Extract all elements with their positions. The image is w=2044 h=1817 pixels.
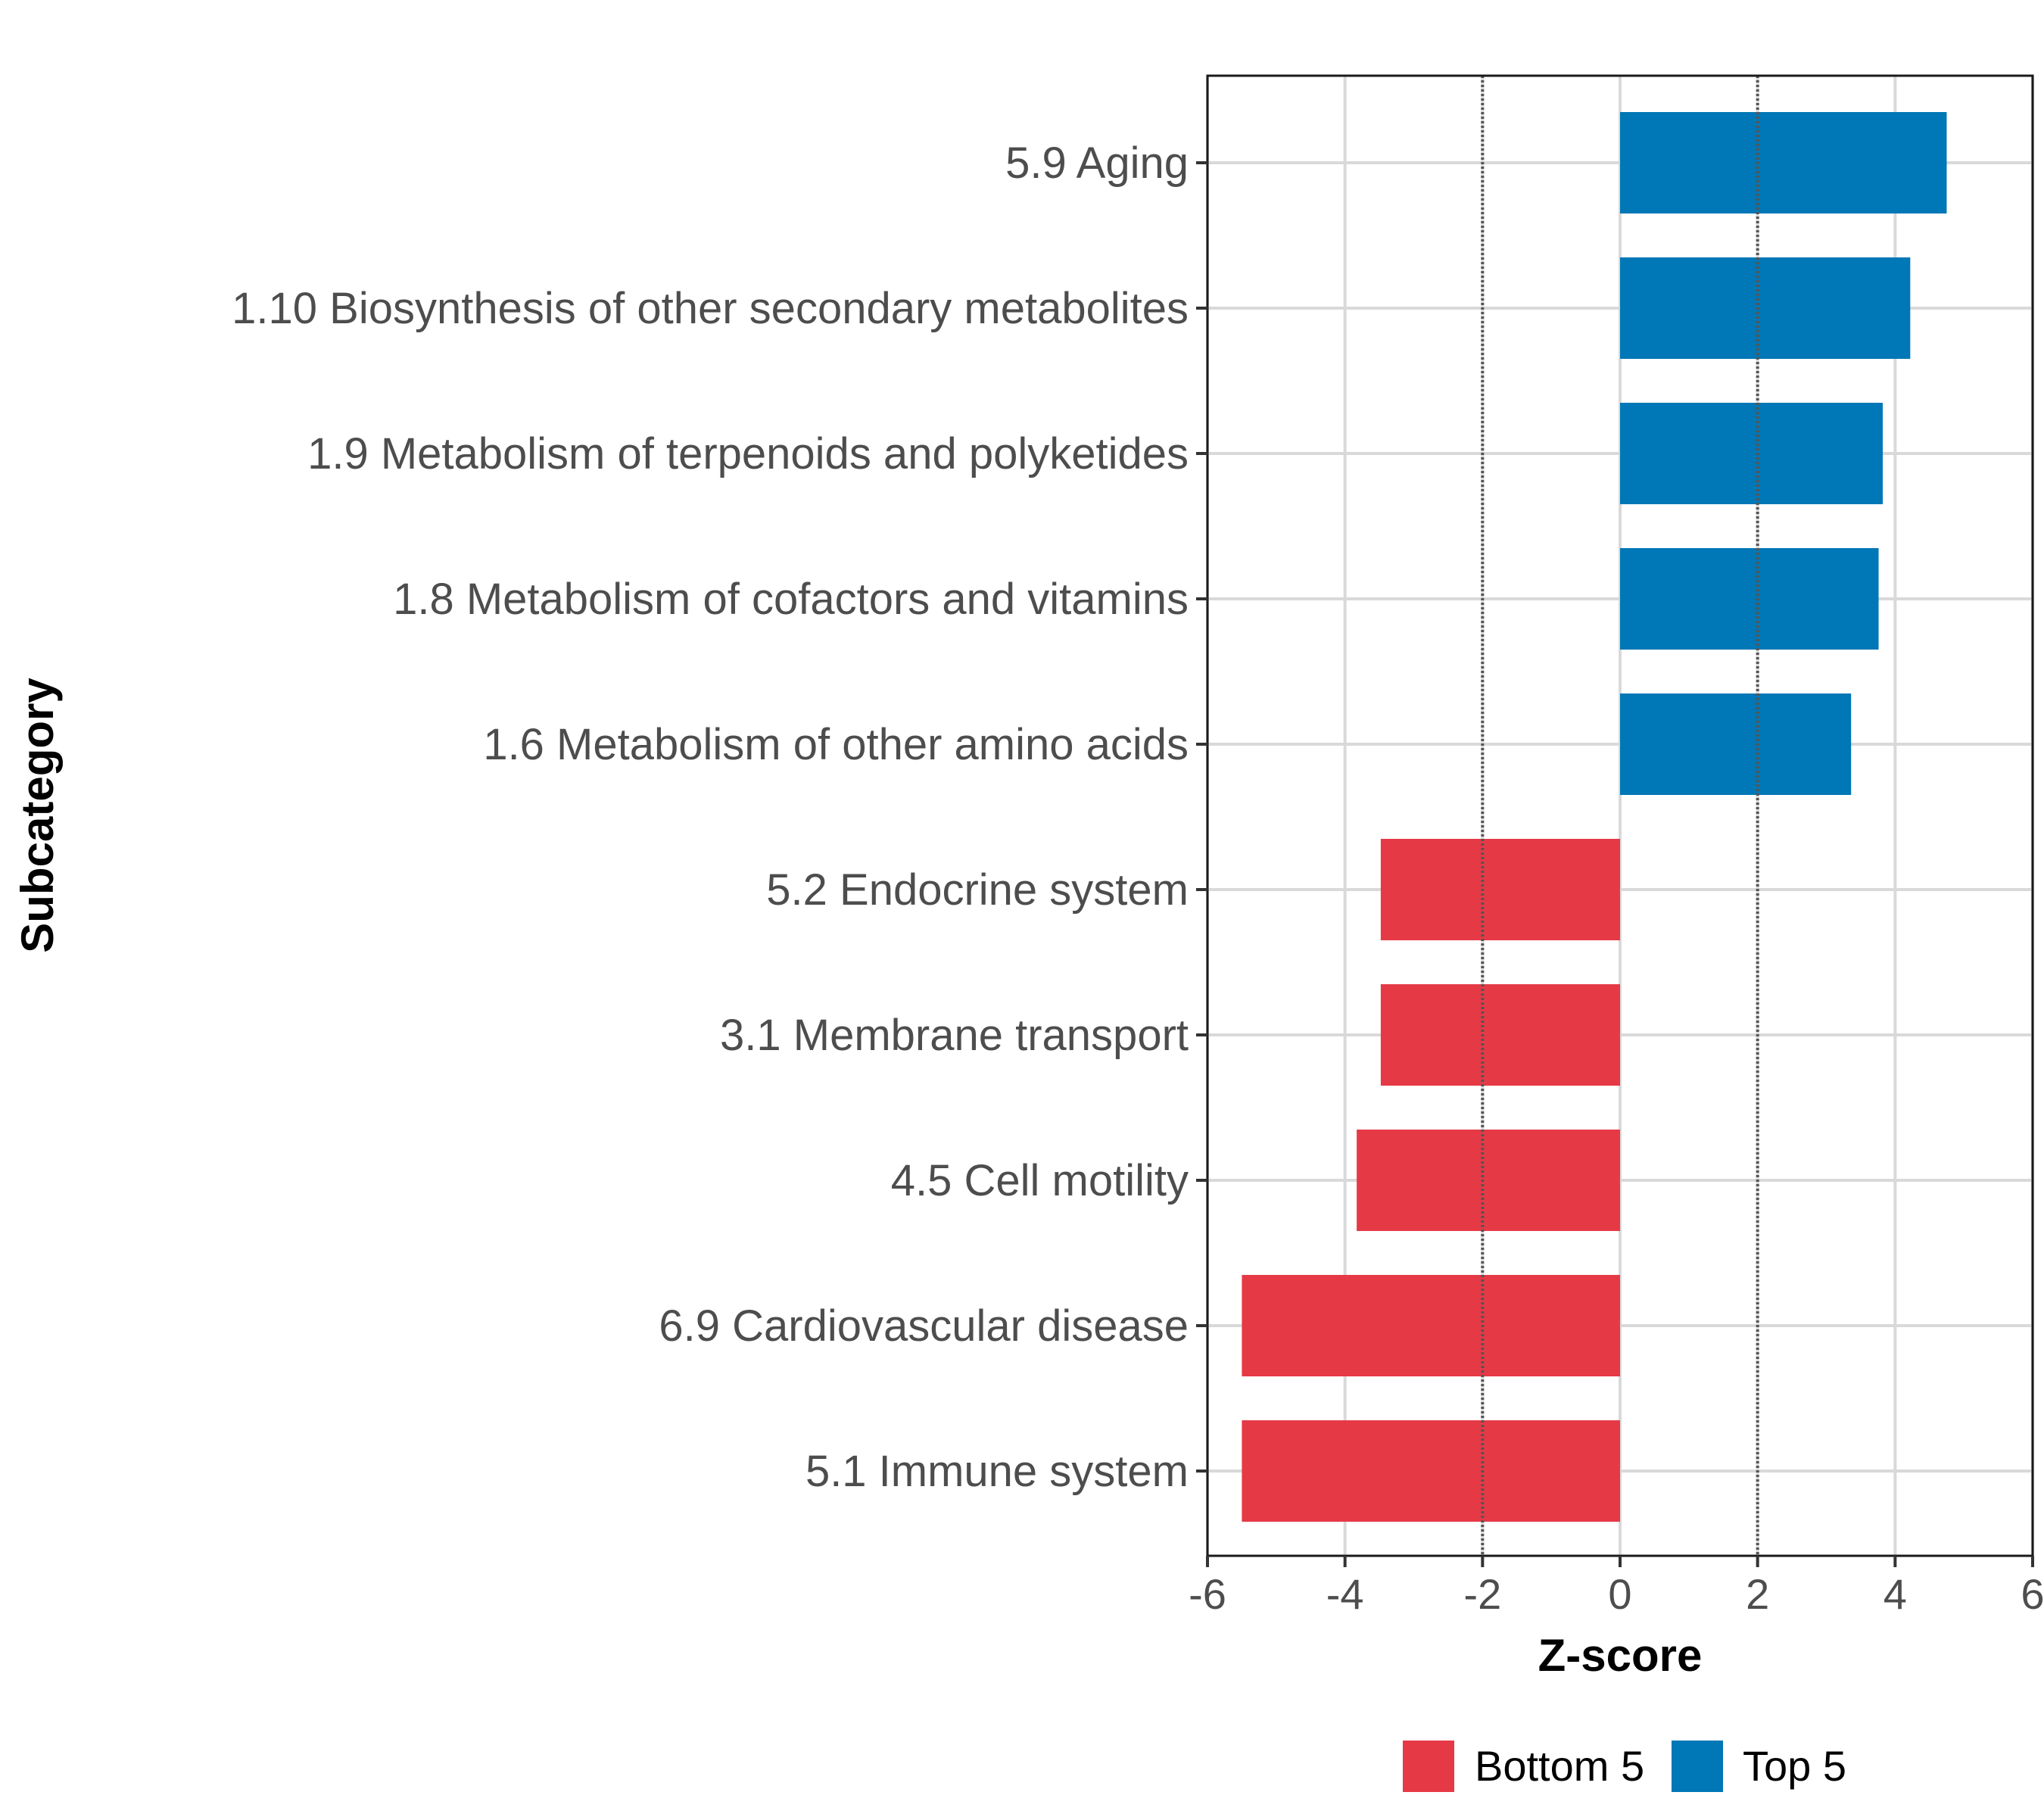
- bar: [1620, 693, 1852, 795]
- x-tick-label: 6: [2021, 1570, 2044, 1618]
- y-tick-label: 1.6 Metabolism of other amino acids: [483, 720, 1189, 769]
- y-tick-label: 5.1 Immune system: [805, 1447, 1189, 1496]
- bar: [1380, 984, 1620, 1086]
- y-tick-label: 1.9 Metabolism of terpenoids and polyket…: [307, 429, 1189, 478]
- legend: Bottom 5 Top 5: [1403, 1741, 1846, 1792]
- y-tick-label: 1.8 Metabolism of cofactors and vitamins: [393, 575, 1189, 624]
- bars-layer: [1242, 112, 1947, 1522]
- x-tick-label: 0: [1608, 1570, 1631, 1618]
- bar: [1620, 403, 1883, 504]
- y-tick-label: 5.2 Endocrine system: [766, 865, 1189, 915]
- bar: [1242, 1275, 1620, 1376]
- bar: [1380, 839, 1620, 940]
- x-tick-label: 4: [1884, 1570, 1907, 1618]
- x-axis-title: Z-score: [1538, 1630, 1703, 1681]
- reference-lines: [1481, 76, 1759, 1556]
- x-tick-label: -6: [1189, 1570, 1226, 1618]
- bar: [1242, 1420, 1620, 1522]
- y-axis: 5.9 Aging 1.10 Biosynthesis of other seco…: [232, 139, 1207, 1496]
- y-axis-title: Subcategory: [12, 678, 63, 953]
- x-tick-label: -4: [1326, 1570, 1364, 1618]
- bar: [1620, 548, 1879, 650]
- y-tick-label: 4.5 Cell motility: [891, 1156, 1189, 1205]
- y-tick-label: 6.9 Cardiovascular disease: [659, 1301, 1189, 1351]
- legend-label: Bottom 5: [1475, 1742, 1644, 1790]
- legend-swatch: [1403, 1741, 1454, 1792]
- bar: [1620, 112, 1947, 213]
- y-tick-label: 3.1 Membrane transport: [720, 1011, 1189, 1060]
- x-axis: -6 -4 -2 0 2 4 6: [1189, 1556, 2044, 1618]
- bar: [1357, 1130, 1620, 1231]
- legend-swatch: [1672, 1741, 1723, 1792]
- y-tick-label: 5.9 Aging: [1005, 139, 1189, 188]
- bar: [1620, 257, 1911, 359]
- x-tick-label: 2: [1746, 1570, 1769, 1618]
- legend-label: Top 5: [1743, 1742, 1846, 1790]
- y-tick-label: 1.10 Biosynthesis of other secondary met…: [232, 284, 1189, 333]
- x-tick-label: -2: [1463, 1570, 1501, 1618]
